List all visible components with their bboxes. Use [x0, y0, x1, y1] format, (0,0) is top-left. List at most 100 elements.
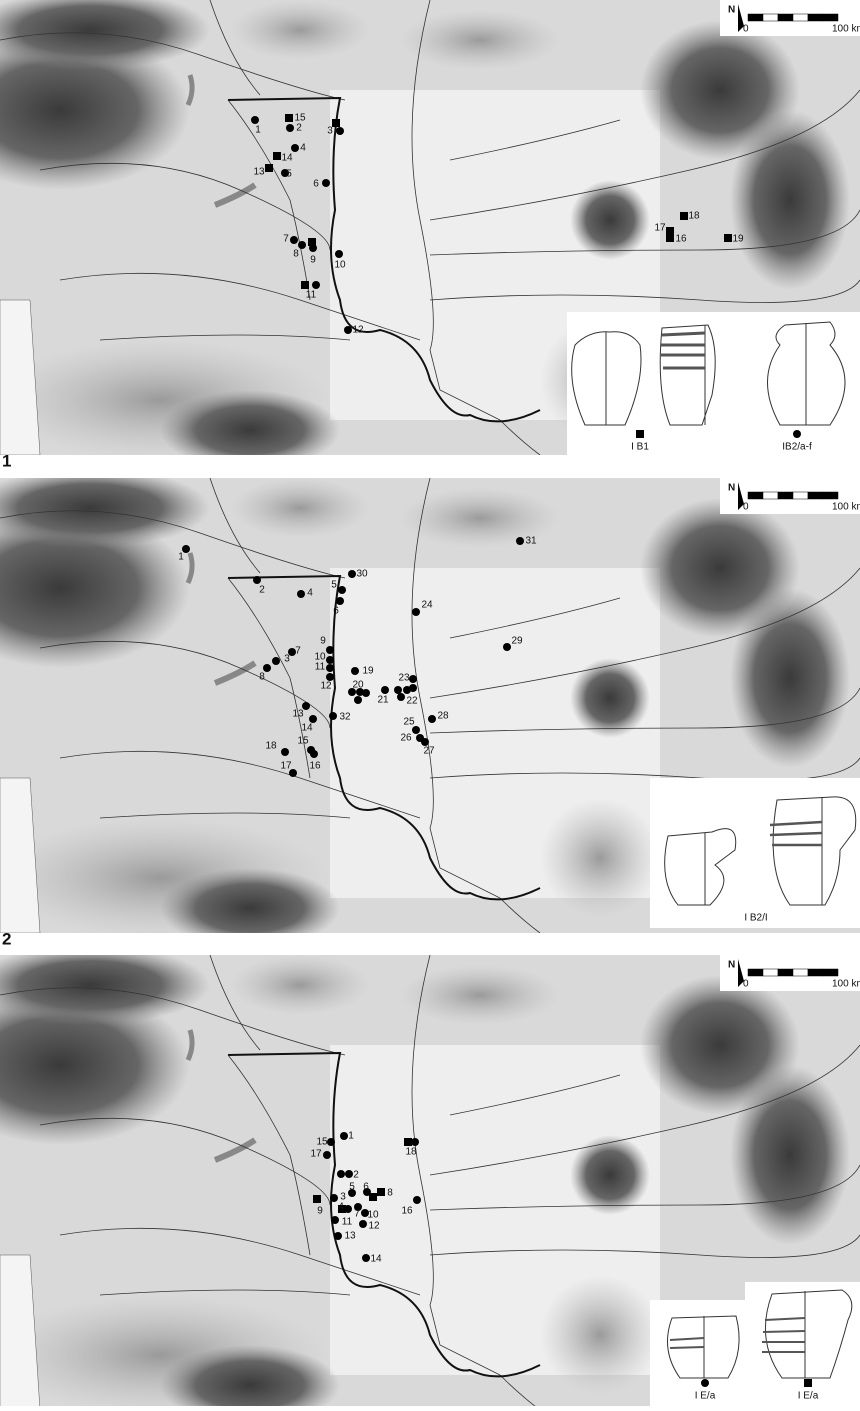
- site-label: 21: [377, 695, 389, 706]
- site-marker: [344, 326, 352, 334]
- site-label: 25: [403, 717, 415, 728]
- site-label: 24: [421, 600, 433, 611]
- site-label: 19: [362, 666, 374, 677]
- site-label: 8: [293, 249, 299, 260]
- panel-number: 2: [2, 929, 11, 948]
- site-marker: [332, 119, 340, 127]
- site-label: 10: [334, 260, 346, 271]
- site-label: 10: [367, 1210, 379, 1221]
- site-marker: [428, 715, 436, 723]
- site-marker: [313, 1195, 321, 1203]
- site-marker: [331, 1216, 339, 1224]
- scale-start: 0: [743, 24, 749, 35]
- site-marker: [413, 1196, 421, 1204]
- site-marker: [272, 657, 280, 665]
- scale-end: 100 km: [832, 24, 860, 35]
- site-label: 13: [292, 709, 304, 720]
- scale-bar: [763, 14, 778, 21]
- site-label: 12: [320, 681, 332, 692]
- site-label: 6: [363, 1182, 369, 1193]
- scale-bar: [748, 492, 763, 499]
- scale-bar: [793, 969, 808, 976]
- site-marker: [516, 537, 524, 545]
- site-marker: [329, 712, 337, 720]
- site-marker: [377, 1188, 385, 1196]
- site-label: 16: [675, 234, 687, 245]
- site-marker: [351, 667, 359, 675]
- site-marker: [335, 250, 343, 258]
- scale-bar: [778, 969, 793, 976]
- site-label: 13: [344, 1231, 356, 1242]
- site-marker: [336, 127, 344, 135]
- site-label: 12: [368, 1221, 380, 1232]
- site-label: 17: [310, 1149, 322, 1160]
- site-label: 2: [353, 1170, 359, 1181]
- site-marker: [290, 236, 298, 244]
- scale-bar: [763, 492, 778, 499]
- site-label: 13: [253, 167, 265, 178]
- site-marker: [381, 686, 389, 694]
- site-marker: [334, 1232, 342, 1240]
- scale-bar: [823, 492, 838, 499]
- site-marker: [312, 281, 320, 289]
- scale-end: 100 km: [832, 979, 860, 990]
- site-marker: [404, 1138, 412, 1146]
- site-label: 22: [406, 696, 418, 707]
- site-label: 14: [370, 1254, 382, 1265]
- site-marker: [724, 234, 732, 242]
- site-label: 11: [315, 662, 326, 673]
- legend-label: I B2/I: [744, 913, 767, 924]
- site-label: 4: [300, 143, 306, 154]
- site-label: 1: [348, 1131, 354, 1142]
- scale-bar: [778, 14, 793, 21]
- site-marker: [666, 227, 674, 235]
- site-label: 32: [339, 712, 351, 723]
- scale-bar: [748, 969, 763, 976]
- site-label: 17: [280, 761, 292, 772]
- site-label: 1: [178, 552, 184, 563]
- site-marker: [348, 570, 356, 578]
- scale-bar: [808, 969, 823, 976]
- site-label: 3: [284, 654, 290, 665]
- site-label: 6: [333, 606, 339, 617]
- site-label: 18: [405, 1147, 417, 1158]
- site-marker: [337, 1170, 345, 1178]
- site-marker: [273, 152, 281, 160]
- site-label: 3: [327, 126, 333, 137]
- scale-bar: [763, 969, 778, 976]
- scale-bar: [793, 14, 808, 21]
- site-label: 1: [255, 125, 261, 136]
- site-marker: [503, 643, 511, 651]
- site-marker: [362, 1254, 370, 1262]
- scale-bar: [793, 492, 808, 499]
- scale-start: 0: [743, 979, 749, 990]
- site-marker: [680, 212, 688, 220]
- site-label: 6: [313, 179, 319, 190]
- site-marker: [322, 179, 330, 187]
- site-marker: [301, 281, 309, 289]
- site-marker: [354, 696, 362, 704]
- site-marker: [285, 114, 293, 122]
- site-label: 31: [525, 536, 537, 547]
- site-label: 4: [338, 1202, 344, 1213]
- site-label: 7: [295, 646, 301, 657]
- site-marker: [265, 164, 273, 172]
- site-marker: [330, 1194, 338, 1202]
- site-label: 18: [265, 741, 277, 752]
- site-label: 5: [286, 169, 292, 180]
- site-label: 11: [342, 1217, 353, 1228]
- site-marker: [409, 684, 417, 692]
- site-marker: [359, 1220, 367, 1228]
- site-marker: [336, 597, 344, 605]
- site-marker: [253, 576, 261, 584]
- site-label: 2: [259, 585, 265, 596]
- site-label: 29: [511, 636, 523, 647]
- site-label: 12: [352, 325, 364, 336]
- site-label: 8: [387, 1188, 393, 1199]
- site-label: 11: [306, 290, 317, 301]
- legend-label: I E/a: [798, 1391, 819, 1402]
- site-label: 5: [331, 580, 337, 591]
- site-label: 28: [437, 711, 449, 722]
- site-marker: [326, 646, 334, 654]
- legend-label: I E/a: [695, 1391, 716, 1402]
